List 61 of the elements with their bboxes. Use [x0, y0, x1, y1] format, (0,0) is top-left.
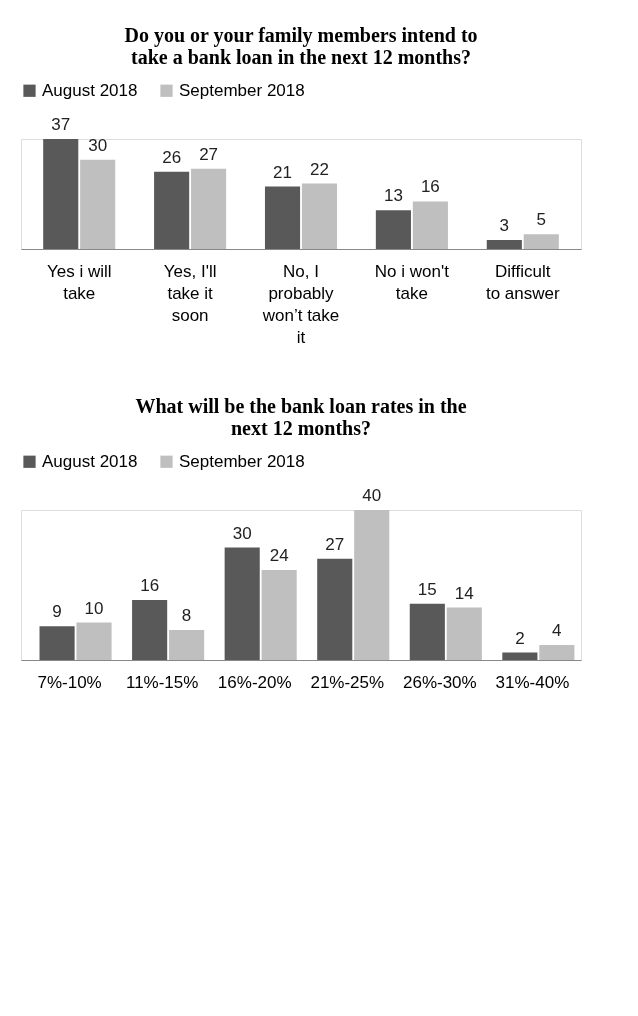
bar — [354, 510, 390, 660]
data-label: 24 — [269, 546, 289, 565]
bar — [76, 622, 112, 660]
bar — [132, 600, 168, 660]
bar — [523, 234, 559, 249]
data-label: 8 — [181, 606, 192, 625]
bar — [301, 183, 338, 249]
data-label: 26 — [162, 147, 182, 167]
legend-label: September 2018 — [179, 80, 305, 100]
legend-label: August 2018 — [42, 80, 138, 100]
x-tick-label: Difficult to answer — [485, 261, 560, 303]
data-label: 9 — [52, 602, 62, 622]
data-label: 14 — [454, 583, 474, 603]
data-label: 15 — [417, 579, 437, 599]
bar — [224, 547, 260, 660]
x-tick-label: 11%-15% — [125, 672, 199, 692]
x-tick-label: 7%-10% — [37, 672, 102, 692]
data-label: 16 — [420, 177, 440, 197]
bar — [80, 159, 116, 249]
bar — [154, 171, 190, 249]
bar — [412, 201, 448, 249]
x-tick-label: 16%-20% — [217, 672, 292, 692]
data-label: 4 — [552, 621, 562, 640]
data-label: 22 — [310, 159, 329, 179]
data-label: 2 — [515, 628, 525, 648]
bar — [264, 186, 301, 249]
data-label: 13 — [383, 186, 403, 206]
x-tick-label: No i won't take — [374, 261, 450, 303]
bar — [39, 626, 75, 660]
legend-label: August 2018 — [42, 451, 138, 471]
chart-title: Do you or your family members intend to take a bank loan in the next 12 months? — [124, 24, 478, 68]
bar — [502, 652, 538, 660]
x-tick-label: 31%-40% — [495, 672, 570, 692]
data-label: 30 — [232, 523, 252, 543]
data-label: 27 — [199, 144, 219, 164]
x-tick-label: Yes i will take — [46, 261, 112, 303]
x-tick-label: Yes, I'll take it soon — [163, 261, 217, 325]
data-label: 40 — [362, 486, 382, 505]
bar — [539, 645, 575, 660]
x-tick-label: 26%-30% — [402, 672, 477, 692]
bar — [486, 240, 522, 249]
data-label: 16 — [140, 576, 160, 595]
data-label: 21 — [273, 162, 292, 182]
x-tick-label: 21%-25% — [310, 672, 385, 692]
data-label: 27 — [325, 534, 345, 554]
bar — [169, 630, 205, 660]
data-label: 5 — [536, 210, 546, 230]
bar — [446, 607, 482, 660]
bar — [191, 168, 227, 249]
legend-label: September 2018 — [179, 451, 305, 471]
data-label: 30 — [88, 135, 108, 155]
chart-title: What will be the bank loan rates in the next 12 months? — [135, 395, 467, 439]
x-tick-label: No, I probably won’t take it — [261, 261, 340, 347]
bar — [409, 603, 445, 660]
data-label: 3 — [499, 216, 510, 236]
bar — [317, 558, 353, 660]
data-label: 37 — [51, 115, 71, 134]
data-label: 10 — [84, 598, 104, 618]
bar — [43, 139, 79, 249]
bar — [261, 570, 297, 660]
bar — [375, 210, 411, 249]
